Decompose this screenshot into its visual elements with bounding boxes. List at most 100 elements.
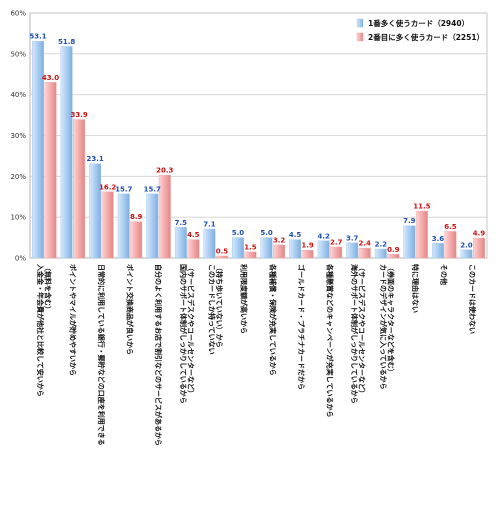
legend: 1番多く使うカード（2940） 2番目に多く使うカード（2251） [356, 18, 484, 42]
category-label-13: 特に理由はない [411, 264, 420, 313]
category-label-9: ゴールドカード・プラチナカードだから [297, 264, 306, 390]
bar-s1-15 [460, 249, 473, 259]
data-label-s1-13: 7.9 [403, 217, 416, 225]
category-label-10: 各種懸賞などのキャンペーンが充実しているから [325, 263, 334, 417]
bar-s2-7 [244, 251, 257, 259]
data-label-s2-4: 20.3 [156, 167, 173, 175]
category-label-5: （サービスデスクやコールセンターなど） [186, 264, 195, 397]
data-label-s1-3: 15.7 [115, 185, 132, 193]
data-label-s1-6: 7.1 [203, 221, 216, 229]
y-tick-label: 40% [10, 91, 26, 99]
bar-s2-13 [415, 210, 428, 259]
category-label-12: （券面のキャラクターなどを含む） [386, 264, 395, 376]
bar-s1-0 [32, 40, 44, 259]
category-label-11: 海外のサポート体制がしっかりしているから [350, 264, 359, 404]
bar-s2-6 [215, 255, 228, 259]
y-tick-label: 20% [10, 173, 26, 181]
category-label-3: ポイント交換商品が良いから [125, 264, 134, 355]
data-label-s1-0: 53.1 [29, 33, 46, 41]
bar-s2-0 [44, 82, 57, 259]
category-labels: 入金金・年会費が他社と比較して安いから （無料を含む） ポイントやマイルが貯めやすい… [36, 263, 477, 446]
data-label-s1-5: 7.5 [175, 219, 188, 227]
bar-s1-3 [117, 193, 130, 259]
category-label-0: 入金金・年会費が他社と比較して安いから [36, 263, 45, 397]
bar-s2-4 [158, 174, 171, 259]
data-label-s1-15: 2.0 [460, 241, 473, 249]
data-label-s1-11: 3.7 [346, 234, 359, 242]
data-labels: 53.1 51.8 23.1 15.7 15.7 7.5 7.1 5.0 5.0 4.5 4.2 3.… [29, 33, 485, 256]
data-label-s2-12: 0.9 [387, 246, 400, 254]
data-label-s2-1: 33.9 [70, 111, 87, 119]
bar-s2-10 [330, 246, 343, 259]
y-tick-label: 50% [10, 50, 26, 58]
bar-s2-1 [73, 119, 86, 259]
bar-s2-2 [101, 191, 114, 259]
data-label-s2-15: 4.9 [473, 229, 486, 237]
bar-s1-4 [146, 193, 159, 259]
bar-s2-3 [130, 221, 143, 259]
data-label-s2-0: 43.0 [42, 74, 59, 82]
data-label-s1-8: 5.0 [260, 229, 273, 237]
y-tick-label: 10% [10, 214, 26, 222]
bar-s2-5 [187, 239, 200, 259]
category-label-0: （無料を含む） [44, 264, 53, 313]
category-label-2: 日常的に利用している銀行・郵貯などの口座を利用できる [97, 264, 106, 446]
bar-s1-10 [317, 240, 330, 259]
y-tick-label: 30% [10, 132, 26, 140]
data-label-s2-14: 6.5 [444, 223, 457, 231]
category-label-8: 各種補償・保険が充実しているから [268, 263, 277, 376]
y-tick-label: 60% [10, 10, 26, 18]
bar-s2-8 [273, 244, 285, 259]
legend-label-2: 2番目に多く使うカード（2251） [368, 32, 484, 42]
bar-s1-5 [174, 227, 187, 259]
data-label-s1-12: 2.2 [375, 241, 388, 249]
data-label-s2-2: 16.2 [99, 183, 116, 191]
bar-s1-8 [260, 237, 273, 259]
bar-s1-7 [232, 237, 244, 259]
bar-s1-9 [289, 239, 302, 259]
data-label-s1-2: 23.1 [87, 155, 104, 163]
legend-swatch-1 [356, 18, 364, 28]
data-label-s1-9: 4.5 [289, 231, 302, 239]
bar-s1-2 [89, 163, 102, 259]
category-label-6: （持ち歩いていない）から [215, 264, 224, 348]
data-label-s1-1: 51.8 [58, 38, 75, 46]
category-label-1: ポイントやマイルが貯めやすいから [68, 264, 77, 376]
category-label-12: カードのデザインが気に入っているから [379, 264, 388, 390]
data-label-s1-7: 5.0 [232, 229, 245, 237]
category-label-4: 自分のよく利用するお店で割引などのサービスがあるから [154, 264, 163, 446]
category-label-14: その他 [440, 264, 449, 285]
data-label-s2-3: 8.9 [130, 213, 143, 221]
category-label-7: 利用限度額が高いから [240, 264, 249, 334]
bar-s2-9 [301, 250, 314, 259]
data-label-s2-9: 1.9 [301, 242, 314, 250]
data-label-s1-4: 15.7 [144, 185, 161, 193]
data-label-s2-8: 3.2 [273, 236, 286, 244]
data-label-s1-14: 3.6 [432, 235, 445, 243]
bar-s2-14 [444, 231, 457, 259]
y-tick-label: 0% [15, 255, 26, 263]
bar-s2-12 [387, 254, 400, 259]
bars [32, 40, 485, 259]
data-label-s2-10: 2.7 [330, 238, 343, 246]
data-label-s1-10: 4.2 [317, 232, 330, 240]
category-label-11: （サービスデスクやコールセンターなど） [358, 264, 367, 397]
legend-label-1: 1番多く使うカード（2940） [368, 18, 469, 28]
data-label-s2-13: 11.5 [413, 203, 430, 211]
data-label-s2-6: 0.5 [216, 247, 229, 255]
legend-swatch-2 [356, 32, 364, 42]
bar-s1-11 [346, 242, 359, 259]
bar-s1-14 [431, 243, 444, 259]
plot-frame [29, 12, 488, 259]
data-label-s2-7: 1.5 [244, 243, 257, 251]
bar-s1-1 [60, 46, 73, 259]
data-label-s2-11: 2.4 [359, 240, 372, 248]
bar-s2-15 [473, 237, 485, 259]
category-label-5: 国内のサポート体制がしっかりしているから [179, 264, 188, 404]
bar-s2-11 [358, 247, 371, 259]
bar-s1-6 [203, 228, 216, 259]
category-label-15: このカードは使わない [468, 264, 477, 334]
category-label-6: このカードしか持っていない [207, 264, 216, 355]
bar-s1-13 [403, 225, 416, 259]
